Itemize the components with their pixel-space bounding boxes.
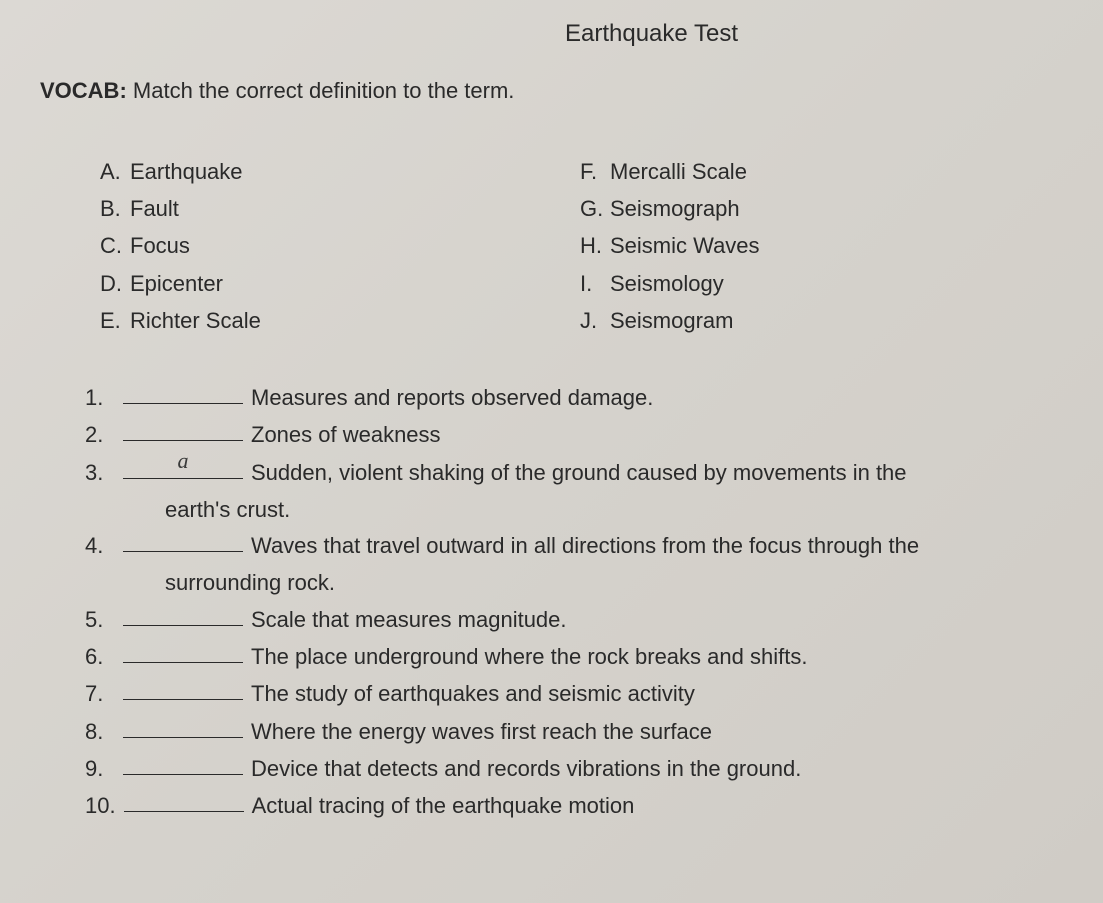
question-number: 9. xyxy=(85,751,115,787)
term-item: F.Mercalli Scale xyxy=(580,154,1063,189)
question-text: Sudden, violent shaking of the ground ca… xyxy=(251,455,907,491)
term-letter: H. xyxy=(580,228,610,263)
question-number: 5. xyxy=(85,602,115,638)
term-letter: I. xyxy=(580,266,610,301)
term-item: D.Epicenter xyxy=(100,266,580,301)
question-number: 8. xyxy=(85,714,115,750)
questions-list: 1. Measures and reports observed damage.… xyxy=(40,380,1063,825)
term-label: Seismology xyxy=(610,271,724,296)
term-item: G.Seismograph xyxy=(580,191,1063,226)
question-text: Where the energy waves first reach the s… xyxy=(251,714,712,750)
answer-blank[interactable] xyxy=(123,639,243,663)
terms-column-right: F.Mercalli ScaleG.SeismographH.Seismic W… xyxy=(580,154,1063,340)
term-item: E.Richter Scale xyxy=(100,303,580,338)
vocab-instruction: Match the correct definition to the term… xyxy=(133,78,515,103)
question-item: 5. Scale that measures magnitude. xyxy=(85,602,1063,638)
term-letter: E. xyxy=(100,303,130,338)
term-letter: A. xyxy=(100,154,130,189)
question-item: 10. Actual tracing of the earthquake mot… xyxy=(85,788,1063,824)
question-number: 6. xyxy=(85,639,115,675)
question-continuation: earth's crust. xyxy=(85,492,1063,528)
question-text: Waves that travel outward in all directi… xyxy=(251,528,919,564)
term-letter: F. xyxy=(580,154,610,189)
term-label: Richter Scale xyxy=(130,308,261,333)
question-item: 8. Where the energy waves first reach th… xyxy=(85,714,1063,750)
question-item: 1. Measures and reports observed damage. xyxy=(85,380,1063,416)
term-label: Epicenter xyxy=(130,271,223,296)
question-number: 7. xyxy=(85,676,115,712)
answer-blank[interactable] xyxy=(123,528,243,552)
answer-blank[interactable]: a xyxy=(123,455,243,479)
term-item: B.Fault xyxy=(100,191,580,226)
question-item: 3. a Sudden, violent shaking of the groun… xyxy=(85,455,1063,529)
question-number: 4. xyxy=(85,528,115,564)
term-label: Fault xyxy=(130,196,179,221)
vocab-header: VOCAB: Match the correct definition to t… xyxy=(40,78,1063,104)
answer-blank[interactable] xyxy=(123,676,243,700)
question-text: Measures and reports observed damage. xyxy=(251,380,653,416)
question-item: 6. The place underground where the rock … xyxy=(85,639,1063,675)
answer-blank[interactable] xyxy=(123,714,243,738)
question-text: Zones of weakness xyxy=(251,417,441,453)
term-item: H.Seismic Waves xyxy=(580,228,1063,263)
question-number: 2. xyxy=(85,417,115,453)
written-answer: a xyxy=(178,443,189,479)
question-text: Actual tracing of the earthquake motion xyxy=(252,788,635,824)
terms-column-left: A.EarthquakeB.FaultC.FocusD.EpicenterE.R… xyxy=(100,154,580,340)
question-text: Scale that measures magnitude. xyxy=(251,602,567,638)
term-label: Seismic Waves xyxy=(610,233,760,258)
term-label: Seismogram xyxy=(610,308,733,333)
answer-blank[interactable] xyxy=(124,788,244,812)
term-item: C.Focus xyxy=(100,228,580,263)
question-number: 10. xyxy=(85,788,116,824)
question-continuation: surrounding rock. xyxy=(85,565,1063,601)
question-number: 3. xyxy=(85,455,115,491)
answer-blank[interactable] xyxy=(123,380,243,404)
vocab-label: VOCAB: xyxy=(40,78,127,103)
term-letter: B. xyxy=(100,191,130,226)
term-letter: C. xyxy=(100,228,130,263)
question-item: 4. Waves that travel outward in all dire… xyxy=(85,528,1063,602)
term-label: Focus xyxy=(130,233,190,258)
term-label: Seismograph xyxy=(610,196,740,221)
question-text: The place underground where the rock bre… xyxy=(251,639,807,675)
page-title: Earthquake Test xyxy=(240,20,1063,48)
term-label: Mercalli Scale xyxy=(610,159,747,184)
answer-blank[interactable] xyxy=(123,751,243,775)
question-item: 2. Zones of weakness xyxy=(85,417,1063,453)
term-item: J.Seismogram xyxy=(580,303,1063,338)
question-item: 7. The study of earthquakes and seismic … xyxy=(85,676,1063,712)
term-letter: D. xyxy=(100,266,130,301)
term-letter: G. xyxy=(580,191,610,226)
question-text: Device that detects and records vibratio… xyxy=(251,751,801,787)
term-item: I.Seismology xyxy=(580,266,1063,301)
term-label: Earthquake xyxy=(130,159,243,184)
question-number: 1. xyxy=(85,380,115,416)
answer-blank[interactable] xyxy=(123,602,243,626)
term-item: A.Earthquake xyxy=(100,154,580,189)
question-item: 9. Device that detects and records vibra… xyxy=(85,751,1063,787)
term-letter: J. xyxy=(580,303,610,338)
terms-container: A.EarthquakeB.FaultC.FocusD.EpicenterE.R… xyxy=(40,154,1063,340)
question-text: The study of earthquakes and seismic act… xyxy=(251,676,695,712)
answer-blank[interactable] xyxy=(123,417,243,441)
